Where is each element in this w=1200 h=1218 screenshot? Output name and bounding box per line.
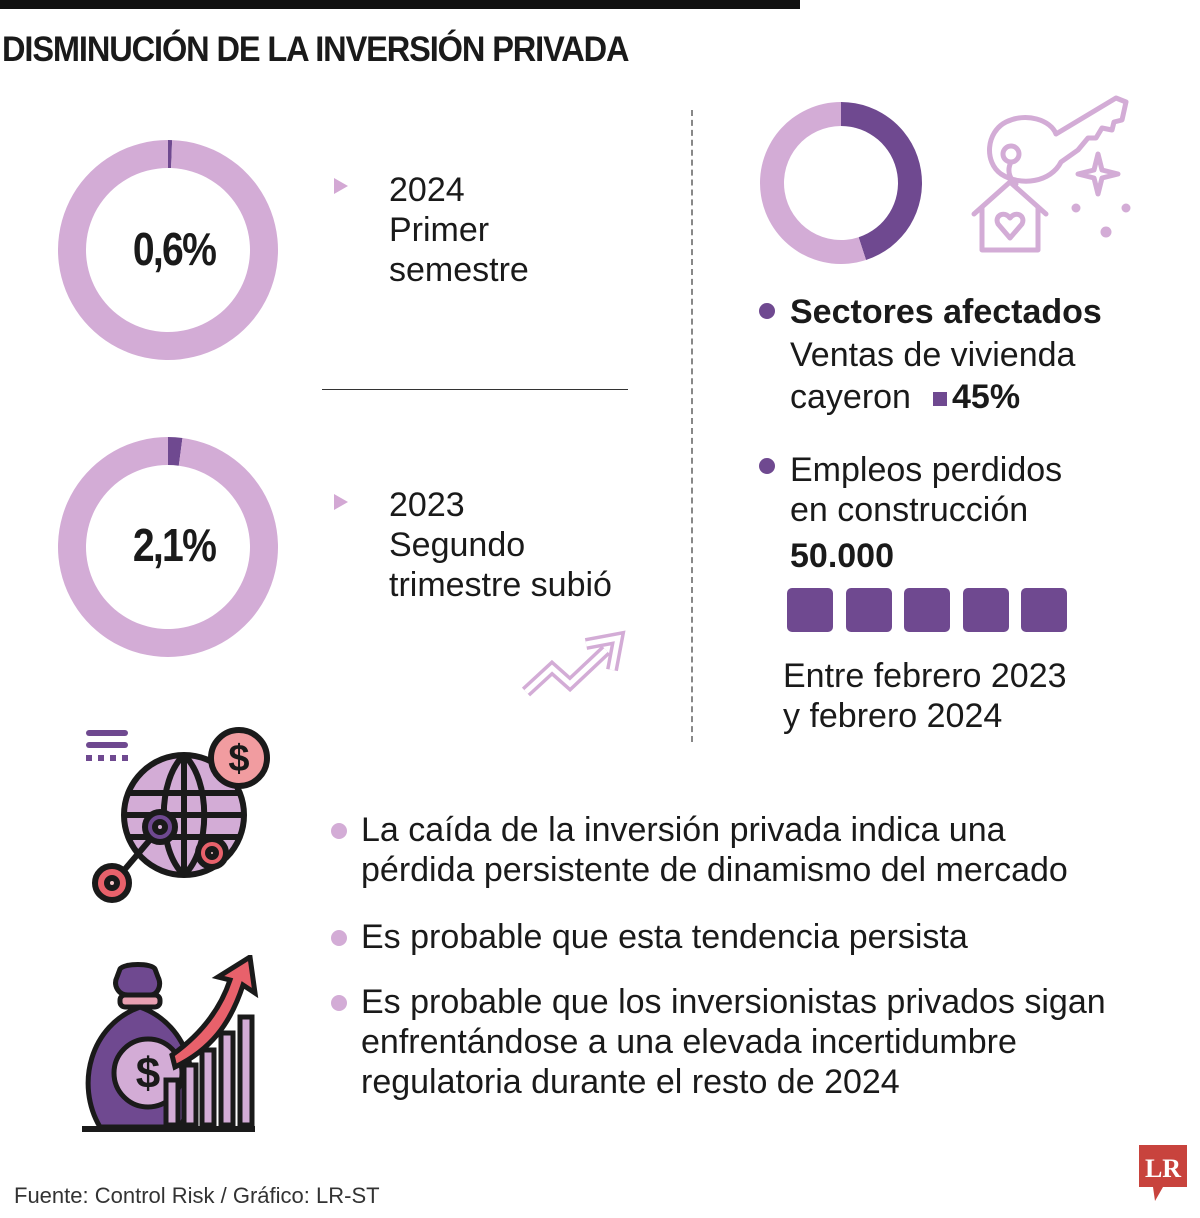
donut-label-2024: 0,6% xyxy=(132,223,217,275)
sector-text: Ventas de vivienda xyxy=(790,336,1076,374)
triangle-bullet-icon xyxy=(334,494,348,510)
svg-text:$: $ xyxy=(228,738,249,780)
caption-line: Segundo xyxy=(389,526,526,564)
caption-year: 2023 xyxy=(389,486,465,524)
trend-up-arrow-icon xyxy=(521,630,626,697)
svg-text:$: $ xyxy=(136,1049,160,1098)
donut-chart-2024 xyxy=(58,140,278,360)
caption-line: Primer xyxy=(389,211,490,249)
house-key-icon xyxy=(971,95,1131,253)
donut-slice-rest xyxy=(760,102,867,264)
bullet-dot xyxy=(759,303,775,319)
bullet-text: pérdida persistente de dinamismo del mer… xyxy=(361,851,1068,889)
donut-slice-value xyxy=(168,437,183,466)
pictogram-square xyxy=(962,588,1009,632)
top-rule xyxy=(0,0,800,9)
triangle-bullet-icon xyxy=(334,178,348,194)
vertical-divider xyxy=(691,110,693,742)
period-text: Entre febrero 2023 xyxy=(783,657,1067,695)
donut-slice-value xyxy=(841,102,922,261)
donut-chart-vivienda xyxy=(760,102,922,264)
money-bag-growth-icon: $ xyxy=(82,955,259,1132)
period-text: y febrero 2024 xyxy=(783,697,1003,735)
bullet-text: La caída de la inversión privada indica … xyxy=(361,811,1006,849)
empleos-value: 50.000 xyxy=(790,537,894,575)
page-title: DISMINUCIÓN DE LA INVERSIÓN PRIVADA xyxy=(2,30,630,69)
donut-chart-2023 xyxy=(58,437,278,657)
sector-text: en construcción xyxy=(790,491,1029,529)
bullet-dot xyxy=(331,995,347,1011)
bullet-text: Es probable que los inversionistas priva… xyxy=(361,983,1106,1021)
donut-slice-value xyxy=(168,140,173,169)
svg-text:LR: LR xyxy=(1145,1154,1181,1183)
sectors-heading: Sectores afectados xyxy=(790,293,1102,331)
pictogram-square xyxy=(845,588,892,632)
pictogram-square xyxy=(787,588,833,632)
pictogram-square xyxy=(904,588,950,632)
vivienda-value: 45% xyxy=(952,378,1021,416)
caption-line: semestre xyxy=(389,251,529,289)
source-credit: Fuente: Control Risk / Gráfico: LR-ST xyxy=(14,1183,380,1208)
divider xyxy=(322,389,628,390)
pictogram-square xyxy=(1021,588,1067,632)
bullet-dot xyxy=(759,458,775,474)
donut-label-2023: 2,1% xyxy=(132,519,217,571)
caption-line: trimestre subió xyxy=(389,566,612,604)
sector-text: cayeron xyxy=(790,378,911,416)
bullet-text: regulatoria durante el resto de 2024 xyxy=(361,1063,900,1101)
bullet-dot xyxy=(331,930,347,946)
lr-logo: LR xyxy=(1139,1145,1187,1201)
globe-finance-icon: $ xyxy=(86,727,270,903)
legend-square-icon xyxy=(933,392,947,406)
bullet-text: Es probable que esta tendencia persista xyxy=(361,918,968,956)
caption-year: 2024 xyxy=(389,171,465,209)
bullet-text: enfrentándose a una elevada incertidumbr… xyxy=(361,1023,1017,1061)
sector-text: Empleos perdidos xyxy=(790,451,1063,489)
bullet-dot xyxy=(331,823,347,839)
